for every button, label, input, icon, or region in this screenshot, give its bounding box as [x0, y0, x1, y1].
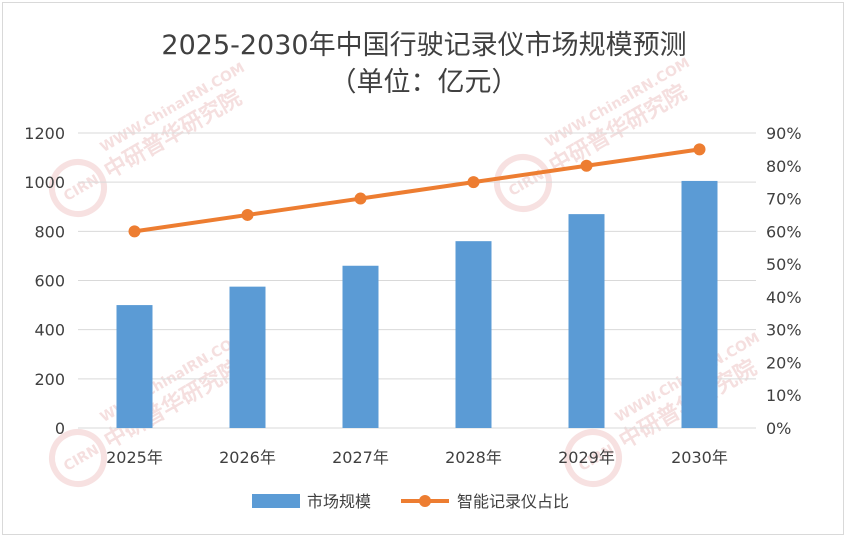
bar [342, 265, 379, 428]
chart-title: 2025-2030年中国行驶记录仪市场规模预测 [161, 30, 686, 61]
left-axis-tick-label: 0 [55, 419, 65, 438]
left-axis-ticks: 0 200 400 600 800 1000 1200 [24, 124, 65, 438]
right-axis-tick-label: 90% [766, 124, 802, 143]
line-series [128, 143, 706, 238]
bar [568, 214, 605, 428]
legend-label-bar: 市场规模 [307, 492, 371, 511]
x-axis-tick-label: 2027年 [332, 448, 389, 467]
line-point [354, 192, 367, 205]
x-axis-tick-label: 2026年 [219, 448, 276, 467]
chart-subtitle: （单位：亿元） [330, 67, 519, 98]
watermark-logo: CIRN [61, 172, 102, 205]
bar [455, 241, 492, 428]
bar [116, 305, 153, 428]
left-axis-tick-label: 800 [34, 222, 65, 241]
left-axis-tick-label: 1200 [24, 124, 65, 143]
line-point [128, 225, 141, 238]
x-axis-tick-label: 2029年 [558, 448, 615, 467]
left-axis-tick-label: 600 [34, 272, 65, 291]
legend-swatch-marker [419, 495, 431, 507]
right-axis-tick-label: 10% [766, 386, 802, 405]
right-axis-tick-label: 40% [766, 288, 802, 307]
line-point [241, 208, 254, 221]
right-axis-tick-label: 30% [766, 321, 802, 340]
right-axis-tick-label: 80% [766, 157, 802, 176]
x-axis-tick-label: 2025年 [106, 448, 163, 467]
gridlines [78, 132, 756, 429]
right-axis-tick-label: 0% [766, 419, 791, 438]
legend: 市场规模 智能记录仪占比 [252, 492, 569, 511]
line-point [467, 176, 480, 189]
series-line [134, 147, 700, 234]
right-axis-tick-label: 60% [766, 222, 802, 241]
watermark-logo: CIRN [61, 442, 102, 475]
left-axis-tick-label: 200 [34, 370, 65, 389]
right-axis-ticks: 0% 10% 20% 30% 40% 50% 60% 70% 80% 90% [766, 124, 802, 438]
right-axis-tick-label: 50% [766, 255, 802, 274]
left-axis-tick-label: 400 [34, 321, 65, 340]
x-axis-tick-label: 2030年 [671, 448, 728, 467]
legend-swatch-bar [252, 494, 300, 508]
watermark-logo-ring [49, 429, 107, 487]
line-point [693, 143, 706, 156]
x-axis-ticks: 2025年 2026年 2027年 2028年 2029年 2030年 [106, 448, 728, 467]
x-axis-tick-label: 2028年 [445, 448, 502, 467]
bar [681, 180, 718, 428]
right-axis-tick-label: 20% [766, 353, 802, 372]
watermark-logo-ring [49, 159, 107, 217]
right-axis-tick-label: 70% [766, 190, 802, 209]
left-axis-tick-label: 1000 [24, 173, 65, 192]
line-point [580, 159, 593, 172]
legend-label-line: 智能记录仪占比 [457, 492, 569, 511]
bar [229, 286, 266, 428]
watermark-logo-ring [564, 429, 622, 487]
bar-series [116, 180, 718, 428]
